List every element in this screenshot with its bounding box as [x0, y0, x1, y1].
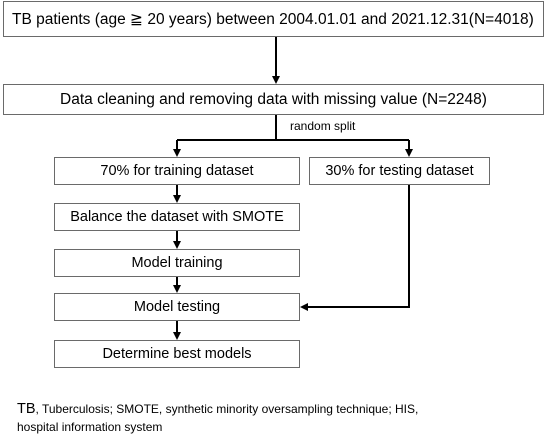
testing-split-box: 30% for testing dataset	[309, 157, 490, 185]
footnote-abbr-tb: TB	[17, 401, 36, 417]
best-models-box: Determine best models	[54, 340, 300, 368]
model-training-box: Model training	[54, 249, 300, 277]
smote-balance-text: Balance the dataset with SMOTE	[70, 209, 284, 225]
arrow-testing-dataset-to-model-testing	[300, 185, 410, 311]
training-split-text: 70% for training dataset	[100, 163, 254, 179]
model-testing-text: Model testing	[133, 299, 221, 315]
model-testing-box: Model testing	[54, 293, 300, 321]
cohort-text: TB patients (age ≧ 20 years) between 200…	[12, 10, 534, 28]
training-split-box: 70% for training dataset	[54, 157, 300, 185]
data-cleaning-box: Data cleaning and removing data with mis…	[3, 84, 544, 115]
testing-split-text: 30% for testing dataset	[325, 163, 474, 179]
footnote-text: , Tuberculosis; SMOTE, synthetic minorit…	[17, 402, 419, 434]
random-split-label: random split	[290, 119, 356, 133]
best-models-text: Determine best models	[102, 346, 252, 362]
model-training-text: Model training	[131, 255, 223, 271]
abbreviation-footnote: TB, Tuberculosis; SMOTE, synthetic minor…	[17, 400, 457, 436]
smote-balance-box: Balance the dataset with SMOTE	[54, 203, 300, 231]
data-cleaning-text: Data cleaning and removing data with mis…	[60, 90, 487, 108]
cohort-box: TB patients (age ≧ 20 years) between 200…	[3, 1, 544, 37]
